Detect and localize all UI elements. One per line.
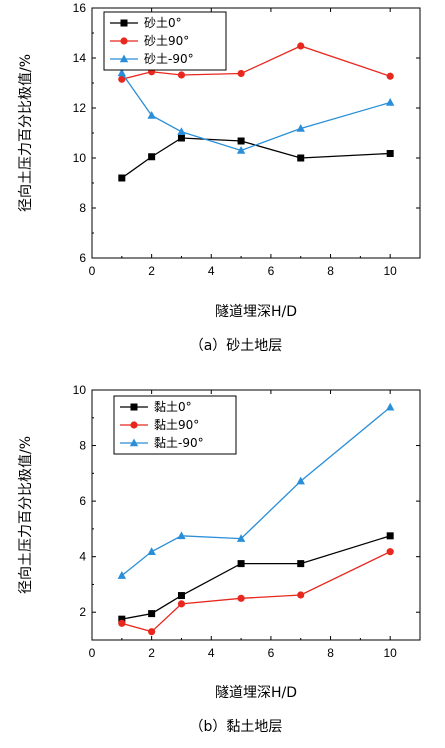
- legend-marker-1: [130, 421, 138, 429]
- data-point-0: [177, 134, 185, 142]
- data-point-2: [296, 476, 305, 485]
- legend: 砂土0° 砂土90° 砂土-90°: [103, 11, 227, 71]
- data-point-1: [148, 628, 156, 636]
- series-line-0: [121, 137, 391, 179]
- data-point-0: [386, 150, 394, 157]
- y-tick-label: 4: [79, 550, 86, 564]
- data-point-1: [297, 42, 305, 50]
- y-tick-label: 16: [73, 1, 87, 15]
- y-tick-label: 12: [73, 101, 87, 115]
- data-point-0: [118, 615, 126, 623]
- data-point-1: [237, 594, 245, 602]
- x-tick-label: 4: [208, 264, 215, 278]
- legend-marker-0: [130, 403, 138, 411]
- data-point-0: [297, 154, 305, 162]
- data-point-0: [118, 174, 126, 182]
- data-point-2: [236, 146, 246, 154]
- data-point-0: [148, 153, 156, 161]
- data-point-1: [177, 71, 186, 79]
- y-tick-label: 8: [79, 439, 86, 453]
- data-point-1: [177, 600, 186, 608]
- chart-caption: （b）黏土地层: [190, 719, 283, 735]
- data-point-0: [237, 137, 245, 145]
- chart-caption: （a）砂土地层: [190, 338, 283, 354]
- data-point-1: [386, 548, 394, 556]
- data-point-1: [118, 619, 126, 627]
- y-tick-label: 10: [73, 151, 87, 165]
- x-tick-label: 10: [384, 264, 398, 278]
- y-tick-label: 6: [79, 494, 86, 508]
- data-point-2: [177, 127, 186, 136]
- series-line-2: [121, 406, 391, 577]
- chart-clay: 0 2 4 6 8 10 2 4 6 8 10 隧道埋深H/D 径向土压力百分比极值/% （b）黏土地层 黏…: [18, 383, 421, 735]
- x-tick-label: 6: [268, 264, 275, 278]
- y-tick-label: 14: [73, 51, 87, 65]
- x-axis-title: 隧道埋深H/D: [215, 304, 297, 320]
- legend-marker-0: [120, 19, 128, 27]
- legend-label-0: 砂土0°: [144, 16, 182, 30]
- legend-marker-2: [129, 438, 139, 447]
- chart-sand: 0 2 4 6 8 10 6 8 10 12 14 16 隧道埋深H/D 径向土压力百分比极值/% （a）砂…: [18, 1, 421, 354]
- data-point-2: [236, 534, 246, 542]
- data-point-2: [147, 547, 156, 555]
- plot-frame: [91, 389, 421, 641]
- legend-label-2: 黏土-90°: [154, 436, 204, 450]
- data-point-1: [297, 591, 305, 599]
- data-point-2: [296, 124, 305, 132]
- x-tick-label: 8: [327, 646, 334, 660]
- legend-marker-2: [119, 54, 129, 63]
- data-point-2: [385, 402, 395, 411]
- x-tick-label: 0: [89, 264, 96, 278]
- y-tick-label: 6: [79, 251, 86, 265]
- data-point-0: [237, 560, 245, 568]
- legend-label-2: 砂土-90°: [144, 52, 194, 66]
- series-line-0: [121, 535, 391, 620]
- y-axis-title: 径向土压力百分比极值/%: [18, 436, 34, 594]
- data-point-1: [386, 72, 394, 80]
- data-point-0: [297, 560, 305, 568]
- x-tick-label: 10: [384, 646, 398, 660]
- legend-label-0: 黏土0°: [154, 400, 192, 414]
- data-point-1: [237, 69, 245, 78]
- x-tick-label: 6: [268, 646, 275, 660]
- y-axis-title: 径向土压力百分比极值/%: [18, 54, 34, 212]
- data-point-1: [118, 75, 126, 83]
- x-tick-label: 2: [148, 264, 155, 278]
- y-tick-label: 2: [79, 605, 86, 619]
- series-line-2: [121, 72, 391, 152]
- series-line-1: [121, 45, 391, 80]
- legend-label-1: 砂土90°: [144, 34, 189, 48]
- x-tick-label: 0: [89, 646, 96, 660]
- data-point-2: [147, 111, 156, 119]
- series-line-1: [121, 551, 391, 633]
- legend: 黏土0° 黏土90° 黏土-90°: [113, 395, 237, 455]
- legend-label-1: 黏土90°: [154, 418, 199, 432]
- legend-marker-1: [120, 37, 128, 45]
- x-tick-label: 4: [208, 646, 215, 660]
- data-point-2: [177, 531, 186, 540]
- data-point-0: [148, 610, 156, 618]
- y-tick-label: 10: [73, 383, 87, 397]
- data-point-2: [385, 98, 395, 106]
- x-tick-label: 8: [327, 264, 334, 278]
- data-point-2: [117, 571, 127, 579]
- data-point-0: [386, 532, 394, 540]
- data-point-0: [177, 592, 185, 600]
- x-tick-label: 2: [148, 646, 155, 660]
- x-axis-title: 隧道埋深H/D: [215, 685, 297, 701]
- data-point-2: [117, 68, 127, 77]
- y-tick-label: 8: [79, 201, 86, 215]
